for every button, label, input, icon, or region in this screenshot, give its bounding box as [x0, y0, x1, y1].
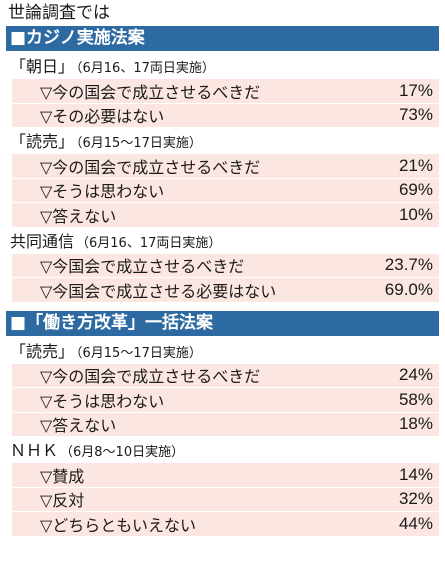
poll-source-name: ＮＨＫ: [10, 441, 59, 460]
poll-row-value: 69.0%: [384, 279, 433, 299]
poll-date-note: （6月15〜17日実施）: [76, 136, 202, 151]
poll-row: ▽今国会で成立させるべきだ 23.7%: [12, 253, 439, 278]
poll-row-label: ▽どちらともいえない: [40, 515, 196, 535]
poll-source: 共同通信 （6月16、17両日実施）: [6, 230, 439, 254]
poll-row-value: 32%: [398, 489, 433, 509]
poll-source: ＮＨＫ （6月8〜10日実施）: [6, 439, 439, 463]
poll-source: 「読売」 （6月15〜17日実施）: [6, 340, 439, 364]
poll-date-note: （6月16、17両日実施）: [76, 235, 222, 251]
poll-row: ▽今の国会で成立させるべきだ 21%: [12, 154, 439, 179]
poll-row: ▽今の国会で成立させるべきだ 17%: [12, 79, 439, 104]
poll-row-value: 44%: [398, 513, 433, 533]
poll-row-value: 73%: [398, 105, 433, 125]
poll-row: ▽そうは思わない 69%: [12, 178, 439, 203]
poll-row: ▽そうは思わない 58%: [12, 388, 439, 413]
poll-rows: ▽今の国会で成立させるべきだ 17% ▽その必要はない 73%: [12, 79, 439, 128]
poll-source-name: 共同通信: [10, 231, 75, 251]
poll-row-label: ▽賛成: [40, 466, 85, 486]
poll-row-label: ▽今の国会で成立させるべきだ: [40, 367, 261, 387]
poll-source-name: 「読売」: [10, 132, 75, 151]
poll-row-label: ▽今国会で成立させる必要はない: [40, 281, 277, 301]
section-heading: ■カジノ実施法案: [6, 26, 439, 51]
section-heading: ■「働き方改革」一括法案: [6, 310, 439, 336]
poll-rows: ▽今国会で成立させるべきだ 23.7% ▽今国会で成立させる必要はない 69.0%: [12, 253, 439, 303]
poll-row-label: ▽答えない: [40, 416, 117, 436]
poll-row: ▽賛成 14%: [12, 463, 439, 488]
poll-source: 「朝日」 （6月16、17両日実施）: [6, 55, 439, 79]
poll-source-name: 「朝日」: [10, 57, 75, 76]
poll-source-name: 「読売」: [10, 341, 75, 361]
poll-row-value: 10%: [398, 204, 433, 224]
poll-row-label: ▽反対: [40, 491, 85, 511]
poll-date-note: （6月8〜10日実施）: [60, 445, 185, 460]
poll-row: ▽今の国会で成立させるべきだ 24%: [12, 363, 439, 388]
poll-row-value: 17%: [398, 80, 433, 100]
poll-rows: ▽今の国会で成立させるべきだ 21% ▽そうは思わない 69% ▽答えない 10%: [12, 154, 439, 228]
poll-row: ▽反対 32%: [12, 487, 439, 512]
poll-row-value: 14%: [398, 464, 433, 484]
poll-row-value: 21%: [398, 155, 433, 175]
poll-row: ▽その必要はない 73%: [12, 103, 439, 128]
poll-rows: ▽賛成 14% ▽反対 32% ▽どちらともいえない 44%: [12, 463, 439, 537]
poll-date-note: （6月15〜17日実施）: [76, 345, 202, 361]
poll-date-note: （6月16、17両日実施）: [76, 61, 215, 76]
poll-row-value: 69%: [398, 180, 433, 200]
poll-row-label: ▽今の国会で成立させるべきだ: [40, 82, 261, 102]
poll-row-label: ▽今国会で成立させるべきだ: [40, 257, 245, 277]
poll-row-label: ▽今の国会で成立させるべきだ: [40, 157, 261, 177]
poll-row-value: 58%: [398, 389, 433, 409]
poll-row-label: ▽そうは思わない: [40, 182, 165, 202]
poll-row: ▽今国会で成立させる必要はない 69.0%: [12, 278, 439, 303]
poll-row-value: 24%: [398, 365, 433, 385]
document-title: 世論調査では: [8, 3, 110, 23]
poll-row-value: 23.7%: [384, 255, 433, 275]
poll-rows: ▽今の国会で成立させるべきだ 24% ▽そうは思わない 58% ▽答えない 18%: [12, 363, 439, 437]
poll-row-label: ▽そうは思わない: [40, 391, 165, 411]
poll-source: 「読売」 （6月15〜17日実施）: [6, 130, 439, 154]
poll-row-label: ▽答えない: [40, 206, 117, 226]
poll-row: ▽どちらともいえない 44%: [12, 512, 439, 537]
poll-row: ▽答えない 10%: [12, 203, 439, 228]
sections-container: ■カジノ実施法案 「朝日」 （6月16、17両日実施） ▽今の国会で成立させるべきだ 1…: [6, 26, 439, 537]
poll-row-label: ▽その必要はない: [40, 107, 165, 127]
poll-row: ▽答えない 18%: [12, 412, 439, 437]
poll-row-value: 18%: [398, 414, 433, 434]
